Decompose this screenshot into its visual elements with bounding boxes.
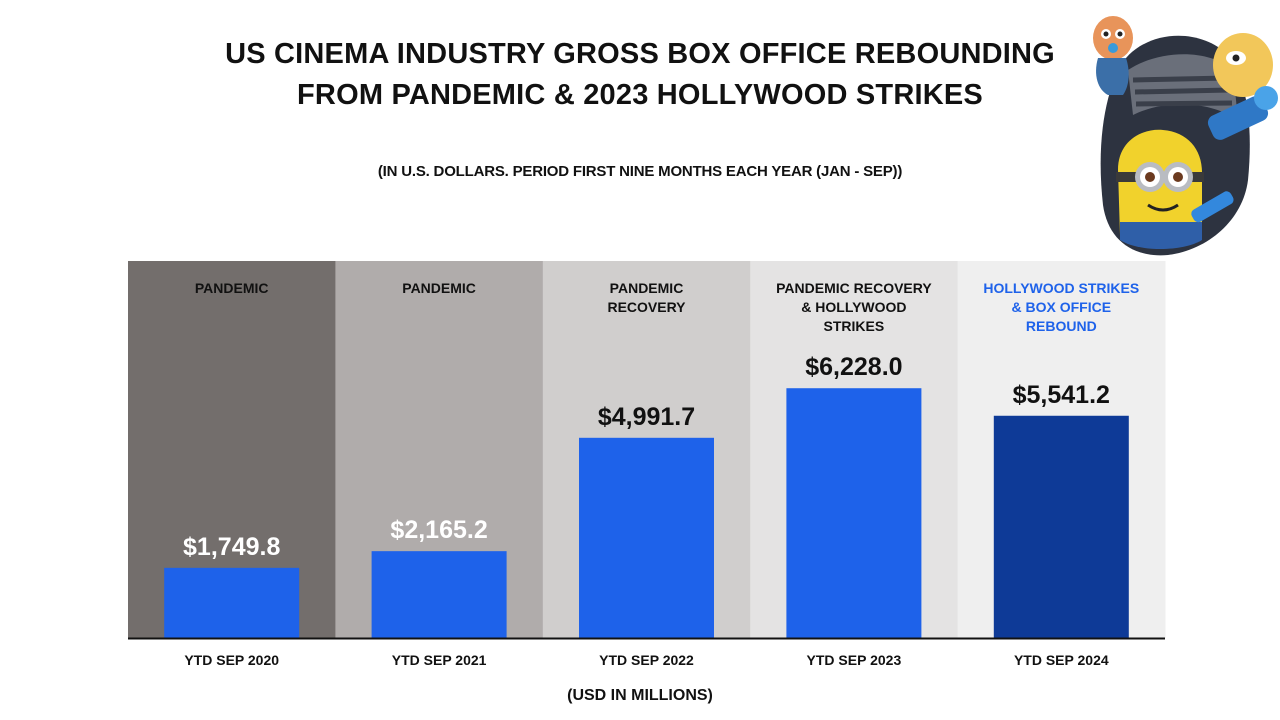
period-label-4-line-1: PANDEMIC RECOVERY	[776, 280, 932, 296]
x-tick-label-4: YTD SEP 2023	[807, 652, 902, 668]
x-tick-label-1: YTD SEP 2020	[184, 652, 279, 668]
bar-2	[371, 551, 507, 638]
value-label-1: $1,749.8	[183, 533, 280, 561]
value-label-5: $5,541.2	[1013, 381, 1110, 409]
period-label-4-line-3: STRIKES	[824, 318, 885, 334]
chart-title-line-1: US CINEMA INDUSTRY GROSS BOX OFFICE REBO…	[225, 38, 1055, 70]
minion-mascot-illustration	[1093, 16, 1278, 256]
period-label-3-line-1: PANDEMIC	[610, 280, 684, 296]
value-label-2: $2,165.2	[390, 516, 487, 544]
value-label-4: $6,228.0	[805, 353, 902, 381]
bar-1	[164, 567, 300, 638]
bar-4	[786, 388, 922, 638]
period-label-5-line-1: HOLLYWOOD STRIKES	[983, 280, 1139, 296]
value-label-3: $4,991.7	[598, 403, 695, 431]
period-label-4-line-2: & HOLLYWOOD	[801, 299, 906, 315]
chart-subtitle: (IN U.S. DOLLARS. PERIOD FIRST NINE MONT…	[377, 163, 903, 180]
period-label-1-line-1: PANDEMIC	[195, 280, 269, 296]
period-label-5-line-2: & BOX OFFICE	[1012, 299, 1112, 315]
period-label-2-line-1: PANDEMIC	[402, 280, 476, 296]
x-tick-label-5: YTD SEP 2024	[1014, 652, 1109, 668]
x-tick-label-3: YTD SEP 2022	[599, 652, 694, 668]
chart-title-line-2: FROM PANDEMIC & 2023 HOLLYWOOD STRIKES	[297, 79, 983, 111]
period-label-3-line-2: RECOVERY	[607, 299, 686, 315]
bar-5	[993, 415, 1129, 638]
bar-3	[579, 437, 714, 638]
x-axis-label: (USD IN MILLIONS)	[567, 687, 713, 704]
period-label-5-line-3: REBOUND	[1026, 318, 1097, 334]
chart-title: US CINEMA INDUSTRY GROSS BOX OFFICE REBO…	[160, 34, 1120, 116]
x-tick-label-2: YTD SEP 2021	[392, 652, 487, 668]
